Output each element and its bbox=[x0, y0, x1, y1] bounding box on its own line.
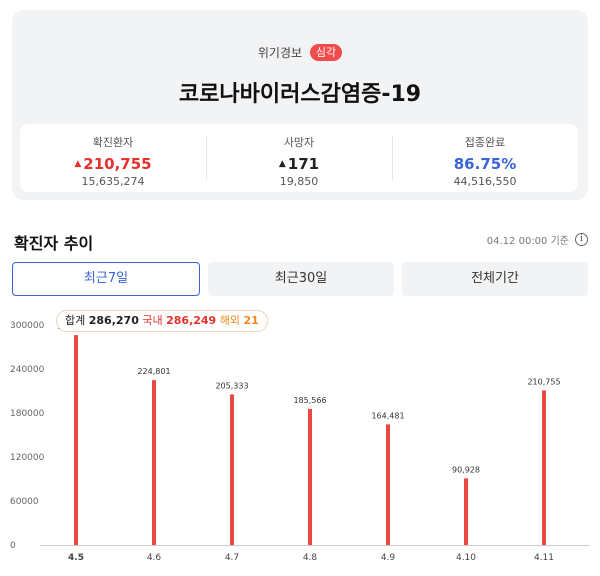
tab-recent-7-days[interactable]: 최근7일 bbox=[12, 262, 200, 296]
stat-vaccinated: 접종완료 86.75% 44,516,550 bbox=[392, 124, 578, 192]
data-label: 90,928 bbox=[452, 465, 480, 474]
alert-level-row: 위기경보 심각 bbox=[12, 44, 588, 61]
bar bbox=[152, 380, 156, 545]
stat-value: ▲ 171 bbox=[278, 155, 320, 173]
tooltip-domestic-value: 286,249 bbox=[166, 314, 217, 327]
data-label: 224,801 bbox=[137, 367, 170, 376]
stat-label: 사망자 bbox=[283, 136, 315, 149]
period-tabs: 최근7일 최근30일 전체기간 bbox=[12, 262, 588, 296]
stat-value: 86.75% bbox=[453, 155, 517, 173]
stat-value: ▲ 210,755 bbox=[74, 155, 152, 173]
bar bbox=[230, 394, 234, 545]
stat-confirmed: 확진환자 ▲ 210,755 15,635,274 bbox=[20, 124, 206, 192]
up-arrow-icon: ▲ bbox=[74, 159, 82, 169]
stat-total: 19,850 bbox=[279, 175, 319, 188]
section-title: 확진자 추이 bbox=[14, 234, 94, 253]
x-tick-label: 4.11 bbox=[534, 553, 554, 563]
y-tick-label: 60000 bbox=[10, 497, 39, 507]
y-tick-label: 0 bbox=[10, 541, 16, 551]
page-title: 코로나바이러스감염증-19 bbox=[178, 82, 422, 107]
x-tick-label: 4.8 bbox=[303, 553, 318, 563]
tooltip-overseas-label: 해외 bbox=[219, 314, 240, 327]
bar bbox=[386, 424, 390, 545]
bar bbox=[308, 408, 312, 545]
alert-label: 위기경보 bbox=[257, 46, 303, 60]
data-label: 185,566 bbox=[293, 396, 326, 405]
disease-summary-card: 위기경보 심각 코로나바이러스감염증-19 확진환자 ▲ 210,755 15,6… bbox=[12, 10, 588, 200]
y-tick-label: 180000 bbox=[10, 409, 45, 419]
x-tick-label: 4.6 bbox=[147, 553, 162, 563]
x-tick-label: 4.9 bbox=[381, 553, 396, 563]
tooltip-total-label: 합계 bbox=[65, 314, 86, 327]
timestamp: 04.12 00:00 기준 i bbox=[487, 232, 588, 247]
data-label: 164,481 bbox=[371, 411, 404, 420]
stat-label: 확진환자 bbox=[92, 136, 134, 149]
bar bbox=[464, 478, 468, 545]
x-tick-label: 4.10 bbox=[456, 553, 476, 563]
tooltip-domestic-label: 국내 bbox=[142, 314, 163, 327]
chart-tooltip: 합계 286,270 국내 286,249 해외 21 bbox=[56, 310, 268, 332]
up-arrow-icon: ▲ bbox=[278, 159, 286, 169]
timestamp-text: 04.12 00:00 기준 bbox=[486, 236, 569, 247]
y-tick-label: 240000 bbox=[10, 365, 45, 375]
data-label: 210,755 bbox=[527, 377, 560, 386]
tooltip-total-value: 286,270 bbox=[88, 314, 139, 327]
stat-total: 15,635,274 bbox=[81, 175, 145, 188]
info-icon[interactable]: i bbox=[575, 233, 588, 246]
tooltip-overseas-value: 21 bbox=[243, 314, 259, 327]
tab-recent-30-days[interactable]: 최근30일 bbox=[208, 262, 394, 296]
stat-total: 44,516,550 bbox=[453, 175, 517, 188]
x-tick-label: 4.5 bbox=[68, 553, 84, 563]
y-tick-label: 300000 bbox=[10, 321, 45, 331]
stats-panel: 확진환자 ▲ 210,755 15,635,274 사망자 ▲ 171 19,850… bbox=[20, 124, 578, 192]
x-tick-label: 4.7 bbox=[225, 553, 239, 563]
bar-chart: 060000120000180000240000300000286,2704.5… bbox=[10, 321, 590, 563]
stat-deaths: 사망자 ▲ 171 19,850 bbox=[206, 124, 392, 192]
confirmed-trend-chart: 0 60000 120000 180000 240000 300000 286,270 4.5… bbox=[0, 306, 600, 576]
y-tick-label: 120000 bbox=[10, 453, 45, 463]
tab-all-period[interactable]: 전체기간 bbox=[402, 262, 588, 296]
stat-label: 접종완료 bbox=[464, 136, 506, 149]
bar bbox=[74, 335, 78, 545]
bar bbox=[542, 390, 546, 545]
data-label: 205,333 bbox=[215, 381, 248, 390]
alert-level-badge: 심각 bbox=[309, 44, 343, 61]
